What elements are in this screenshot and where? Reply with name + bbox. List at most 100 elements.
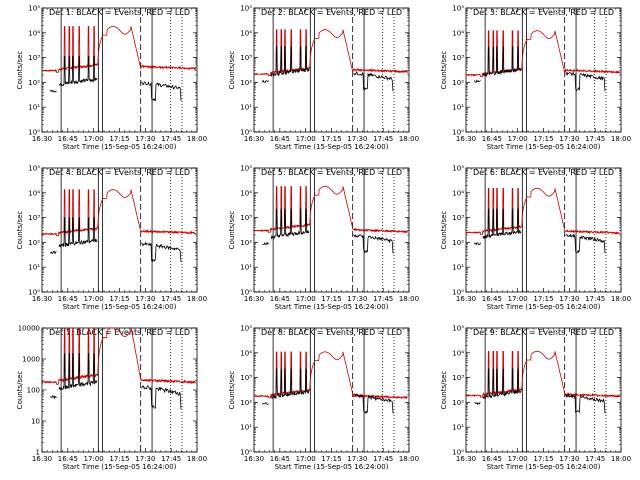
panel-title: Det 5: BLACK = Events, RED = LLD xyxy=(261,168,402,177)
panel-det-2: Det 2: BLACK = Events, RED = LLD 10⁰ 10¹ 10… xyxy=(228,5,419,152)
x-tick-label: 16:30 xyxy=(32,295,52,303)
y-tick-label: 10² xyxy=(452,399,464,407)
series-events xyxy=(482,46,522,78)
series-lld xyxy=(41,189,197,237)
y-tick-label: 1000 xyxy=(22,356,40,364)
y-tick-label: 10² xyxy=(28,79,40,87)
x-tick-label: 16:45 xyxy=(270,135,290,143)
x-tick-label: 18:00 xyxy=(187,135,207,143)
series-events xyxy=(262,242,269,246)
y-tick-label: 10¹ xyxy=(240,424,252,432)
panel-title: Det 7: BLACK = Events, RED = LLD xyxy=(49,328,190,337)
x-axis-label: Start Time (15-Sep-05 16:24:00) xyxy=(275,303,389,311)
x-tick-label: 16:45 xyxy=(58,295,78,303)
x-tick-label: 16:30 xyxy=(456,135,476,143)
y-tick-label: 10¹ xyxy=(28,104,40,112)
x-tick-label: 16:30 xyxy=(244,135,264,143)
y-tick-label: 10¹ xyxy=(28,264,40,272)
y-tick-label: 10³ xyxy=(452,374,464,382)
x-tick-label: 16:45 xyxy=(482,295,502,303)
series-events xyxy=(353,393,394,414)
series-events xyxy=(474,401,481,406)
x-tick-label: 17:00 xyxy=(84,455,104,463)
y-tick-label: 10⁵ xyxy=(28,5,40,13)
series-events xyxy=(141,81,182,102)
x-tick-label: 17:00 xyxy=(508,455,528,463)
series-events xyxy=(270,46,310,78)
y-axis-label: Counts/sec xyxy=(16,211,24,250)
x-axis-label: Start Time (15-Sep-05 16:24:00) xyxy=(487,463,601,471)
y-tick-label: 10⁰ xyxy=(240,129,252,137)
y-axis-label: Counts/sec xyxy=(440,371,448,410)
x-tick-label: 17:00 xyxy=(296,295,316,303)
y-tick-label: 10⁴ xyxy=(28,29,40,37)
x-tick-label: 17:30 xyxy=(347,295,367,303)
x-tick-label: 17:15 xyxy=(533,455,553,463)
panel-det-1: Det 1: BLACK = Events, RED = LLD 10⁰ 10¹ 10… xyxy=(16,5,207,152)
y-tick-label: 10¹ xyxy=(240,104,252,112)
x-tick-label: 16:30 xyxy=(456,455,476,463)
x-tick-label: 16:30 xyxy=(32,455,52,463)
y-tick-label: 10⁰ xyxy=(28,129,40,137)
x-tick-label: 18:00 xyxy=(611,295,631,303)
y-tick-label: 10⁵ xyxy=(240,5,252,13)
x-tick-label: 17:15 xyxy=(321,455,341,463)
panel-det-6: Det 6: BLACK = Events, RED = LLD 10⁰ 10¹ 10… xyxy=(440,165,631,312)
y-tick-label: 10⁴ xyxy=(240,29,252,37)
panel-title: Det 3: BLACK = Events, RED = LLD xyxy=(473,8,614,17)
series-lld xyxy=(41,326,197,385)
y-tick-label: 10⁵ xyxy=(240,325,252,333)
y-tick-label: 10⁴ xyxy=(240,349,252,357)
x-tick-label: 17:45 xyxy=(585,295,605,303)
x-axis-label: Start Time (15-Sep-05 16:24:00) xyxy=(63,303,177,311)
series-events xyxy=(49,250,57,255)
x-axis-label: Start Time (15-Sep-05 16:24:00) xyxy=(275,463,389,471)
y-axis-label: Counts/sec xyxy=(228,371,236,410)
y-tick-label: 10⁰ xyxy=(28,289,40,297)
y-tick-label: 10² xyxy=(240,399,252,407)
x-tick-label: 16:30 xyxy=(32,135,52,143)
x-tick-label: 18:00 xyxy=(399,295,419,303)
x-tick-label: 17:15 xyxy=(109,295,129,303)
x-axis-label: Start Time (15-Sep-05 16:24:00) xyxy=(487,143,601,151)
series-events xyxy=(141,385,182,410)
x-tick-label: 17:30 xyxy=(135,295,155,303)
y-tick-label: 10⁵ xyxy=(452,5,464,13)
series-events xyxy=(482,208,522,239)
series-events xyxy=(261,79,269,83)
y-axis-label: Counts/sec xyxy=(440,211,448,250)
x-tick-label: 16:45 xyxy=(482,455,502,463)
panel-title: Det 2: BLACK = Events, RED = LLD xyxy=(261,8,402,17)
series-events xyxy=(49,89,57,93)
x-tick-label: 16:45 xyxy=(58,455,78,463)
series-events xyxy=(482,368,522,400)
series-events xyxy=(50,394,57,400)
x-tick-label: 17:45 xyxy=(585,135,605,143)
x-tick-label: 17:30 xyxy=(347,135,367,143)
y-axis-label: Counts/sec xyxy=(16,51,24,90)
x-tick-label: 17:45 xyxy=(373,135,393,143)
x-tick-label: 18:00 xyxy=(187,455,207,463)
y-tick-label: 10⁰ xyxy=(240,449,252,457)
x-axis-label: Start Time (15-Sep-05 16:24:00) xyxy=(487,303,601,311)
panel-title: Det 6: BLACK = Events, RED = LLD xyxy=(473,168,614,177)
x-tick-label: 16:45 xyxy=(270,455,290,463)
y-tick-label: 10³ xyxy=(452,54,464,62)
series-events xyxy=(262,402,269,405)
x-tick-label: 17:30 xyxy=(559,295,579,303)
y-tick-label: 10⁵ xyxy=(240,165,252,173)
panel-det-3: Det 3: BLACK = Events, RED = LLD 10⁰ 10¹ 10… xyxy=(440,5,631,152)
y-tick-label: 10¹ xyxy=(452,104,464,112)
y-tick-label: 10² xyxy=(240,239,252,247)
panel-det-5: Det 5: BLACK = Events, RED = LLD 10⁰ 10¹ 10… xyxy=(228,165,419,312)
y-tick-label: 10³ xyxy=(240,374,252,382)
x-tick-label: 18:00 xyxy=(187,295,207,303)
x-tick-label: 17:15 xyxy=(321,135,341,143)
series-lld xyxy=(465,350,621,398)
y-tick-label: 100 xyxy=(27,387,40,395)
series-events xyxy=(353,234,394,254)
y-tick-label: 10⁵ xyxy=(452,165,464,173)
series-events xyxy=(353,70,394,92)
x-tick-label: 17:15 xyxy=(321,295,341,303)
